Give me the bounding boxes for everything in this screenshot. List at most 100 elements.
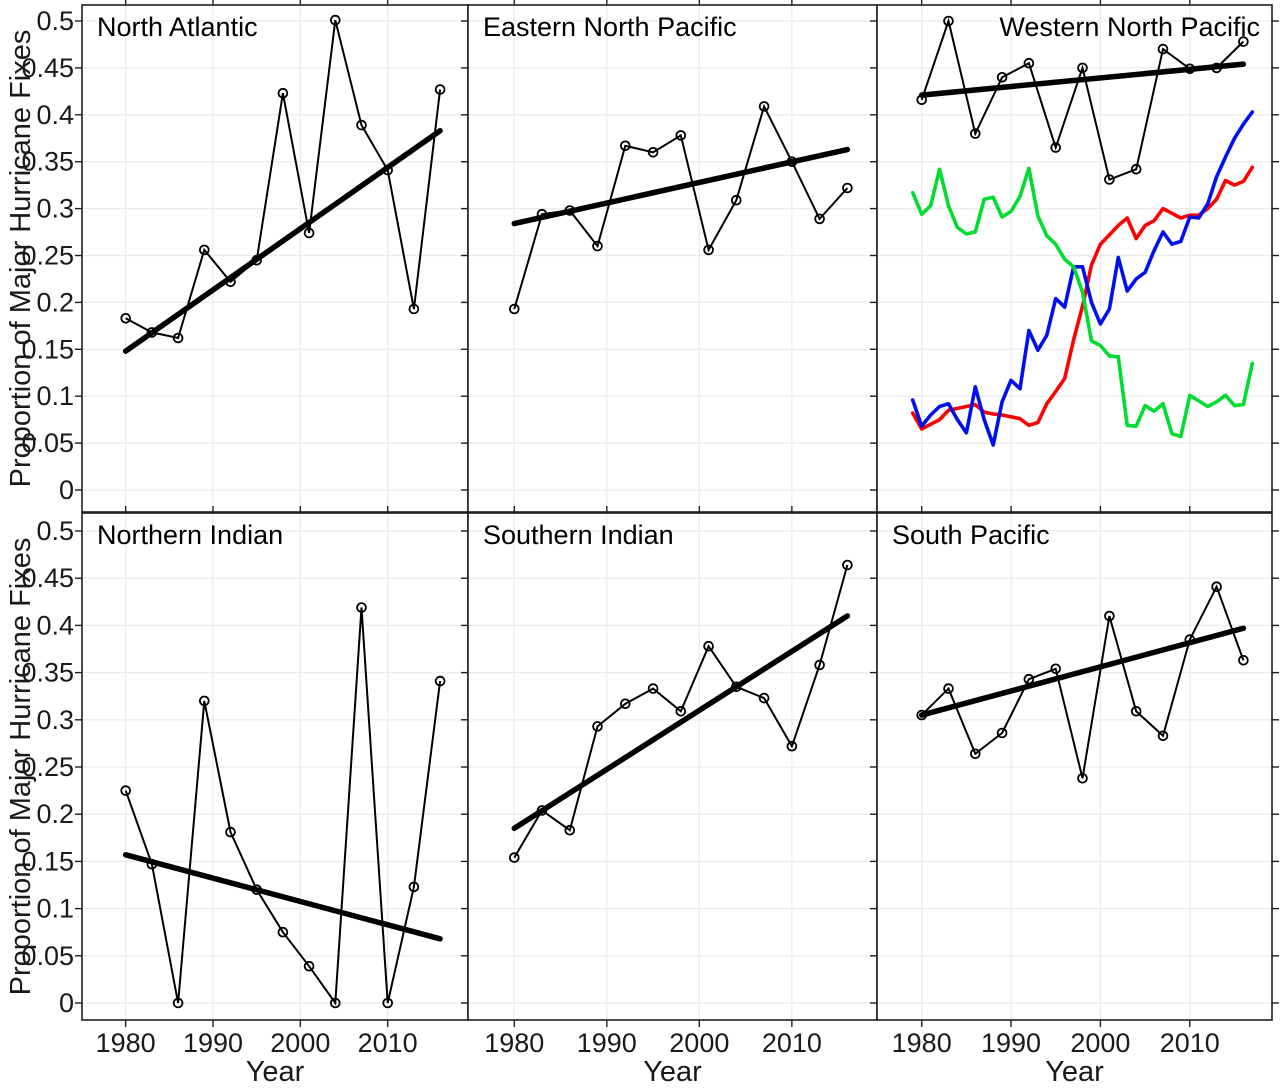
panel-western-north-pacific: Western North Pacific <box>870 0 1279 519</box>
panel-eastern-north-pacific: Eastern North Pacific <box>461 0 884 519</box>
y-tick-label: 0.5 <box>36 516 74 546</box>
y-tick-label: 0.15 <box>21 334 74 364</box>
data-point-marker <box>619 140 631 152</box>
data-point-marker <box>1104 174 1115 185</box>
data-point-marker <box>943 15 954 27</box>
data-point-marker <box>508 303 520 315</box>
data-point-marker <box>172 997 184 1009</box>
data-point-marker <box>703 640 714 652</box>
y-tick-label: 0.15 <box>21 846 74 876</box>
x-tick-label: 2010 <box>1160 1028 1220 1058</box>
y-tick-label: 0.2 <box>36 287 74 317</box>
x-axis-label: Year <box>246 1056 305 1085</box>
panel-south-pacific: South Pacific <box>870 506 1279 1027</box>
panel-border <box>876 4 1273 513</box>
data-point-marker <box>1130 705 1142 717</box>
data-point-marker <box>842 559 853 571</box>
x-tick-label: 2000 <box>669 1028 729 1058</box>
data-point-marker <box>1157 43 1169 55</box>
y-tick-label: 0.35 <box>21 658 74 688</box>
data-point-marker <box>758 692 770 704</box>
data-point-marker <box>277 926 289 938</box>
x-tick-label: 1990 <box>577 1028 637 1058</box>
data-point-marker <box>408 881 420 893</box>
x-tick-label: 1980 <box>96 1028 156 1058</box>
data-point-marker <box>943 683 954 694</box>
y-tick-label: 0.4 <box>36 100 74 130</box>
data-point-marker <box>842 182 853 194</box>
y-tick-label: 0.45 <box>21 563 74 593</box>
trend-line <box>918 61 1247 98</box>
y-tick-label: 0.25 <box>21 752 74 782</box>
data-point-marker <box>564 824 576 836</box>
data-point-marker <box>1130 163 1142 175</box>
data-point-marker <box>619 698 631 710</box>
x-tick-label: 2010 <box>358 1028 418 1058</box>
data-point-marker <box>647 147 659 158</box>
panel-title: Eastern North Pacific <box>483 12 737 42</box>
panel-title: Western North Pacific <box>999 12 1260 42</box>
x-tick-label: 2000 <box>270 1028 330 1058</box>
data-point-marker <box>996 72 1008 83</box>
data-point-marker <box>592 721 603 732</box>
data-point-marker <box>1104 610 1115 622</box>
x-axis-label: Year <box>1045 1056 1104 1085</box>
trend-line <box>511 146 851 227</box>
y-tick-label: 0.45 <box>21 53 74 83</box>
y-tick-label: 0.4 <box>36 610 74 640</box>
green-series-line <box>910 166 1255 439</box>
data-point-marker <box>199 695 210 707</box>
data-point-marker <box>730 194 742 206</box>
data-point-marker <box>758 101 770 112</box>
data-point-marker <box>969 128 981 139</box>
data-point-marker <box>120 312 131 324</box>
data-point-marker <box>356 602 367 613</box>
panel-title: South Pacific <box>892 520 1050 550</box>
data-point-marker <box>1238 36 1249 47</box>
data-point-marker <box>329 997 341 1009</box>
y-tick-label: 0 <box>59 988 74 1018</box>
y-tick-label: 0.35 <box>21 147 74 177</box>
y-axis-label: Proportion of Major Hurricane Fixes <box>5 30 37 488</box>
data-point-marker <box>1050 663 1061 675</box>
data-point-marker <box>1077 772 1088 784</box>
y-tick-label: 0.3 <box>36 705 74 735</box>
trend-line <box>122 127 443 354</box>
panel-title: North Atlantic <box>97 12 258 42</box>
data-point-marker <box>120 785 131 796</box>
y-tick-label: 0.1 <box>36 381 74 411</box>
trend-line <box>511 613 851 832</box>
y-tick-label: 0.1 <box>36 894 74 924</box>
x-tick-label: 1990 <box>981 1028 1041 1058</box>
panel-background <box>468 5 877 512</box>
data-line <box>920 584 1245 779</box>
panel-title: Northern Indian <box>97 520 283 550</box>
y-tick-label: 0.2 <box>36 799 74 829</box>
data-point-marker <box>647 683 659 694</box>
y-tick-label: 0.05 <box>21 941 74 971</box>
data-point-marker <box>1050 142 1061 153</box>
data-point-marker <box>1211 581 1222 592</box>
data-point-marker <box>1077 62 1088 74</box>
panel-background <box>82 5 468 512</box>
panel-northern-indian: Northern Indian <box>75 506 475 1027</box>
y-axis-label: Proportion of Major Hurricane Fixes <box>5 538 37 996</box>
y-tick-label: 0.25 <box>21 241 74 271</box>
data-point-marker <box>1238 654 1249 666</box>
data-point-marker <box>592 240 603 252</box>
x-tick-label: 1990 <box>183 1028 243 1058</box>
data-point-marker <box>277 87 289 99</box>
data-point-marker <box>508 852 520 863</box>
trend-line <box>918 625 1247 718</box>
trend-line <box>122 852 443 942</box>
data-point-marker <box>356 119 367 131</box>
panel-title: Southern Indian <box>483 520 674 550</box>
data-point-marker <box>172 332 184 344</box>
data-point-marker <box>303 227 315 239</box>
y-tick-label: 0.5 <box>36 6 74 36</box>
data-point-marker <box>434 84 446 95</box>
x-tick-label: 2000 <box>1070 1028 1130 1058</box>
panel-north-atlantic: North Atlantic <box>75 0 475 519</box>
x-tick-label: 2010 <box>762 1028 822 1058</box>
